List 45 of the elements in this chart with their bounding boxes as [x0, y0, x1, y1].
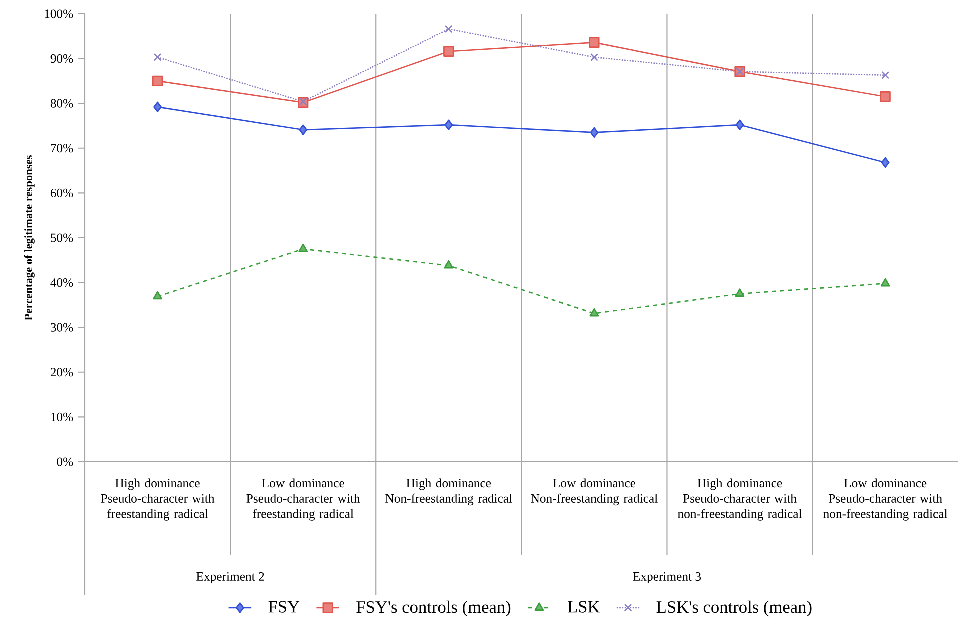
- y-tick-label: 70%: [51, 144, 74, 153]
- legend-label: LSK's controls (mean): [656, 600, 812, 617]
- point: [298, 244, 308, 252]
- point: [444, 46, 454, 57]
- point: [736, 120, 744, 130]
- point: [154, 53, 162, 62]
- text: Experiment 2: [196, 572, 264, 584]
- point: [882, 71, 890, 80]
- legend-label: LSK: [568, 601, 600, 613]
- y-tick-label: 30%: [51, 323, 74, 332]
- y-tick-label: 20%: [50, 368, 74, 377]
- point: [444, 120, 454, 130]
- point: [880, 278, 890, 287]
- y-axis-title: Percentage of legitimate responses: [24, 156, 35, 321]
- x-tick-label: Low dominance Pseudo-character with freestanding radical: [246, 478, 360, 521]
- y-tick-label: 100%: [45, 10, 74, 18]
- point: [444, 25, 453, 34]
- point: [154, 102, 162, 113]
- x-tick-label: Low dominance Non-freestanding radical: [531, 478, 658, 506]
- x-tick-label: High dominance Pseudo-character with freestanding radical: [101, 478, 215, 521]
- y-tick-label: 40%: [50, 278, 74, 288]
- text: Experiment 3: [633, 572, 702, 584]
- y-tick-label: 80%: [50, 99, 74, 108]
- y-tick-label: 10%: [52, 412, 74, 422]
- point: [881, 157, 890, 168]
- point: [589, 37, 600, 48]
- y-tick-label: 60%: [50, 188, 74, 198]
- legend-label: FSY's controls (mean): [356, 600, 511, 617]
- legend-label: FSY: [268, 601, 300, 613]
- point: [444, 260, 454, 269]
- y-tick-label: 0%: [57, 458, 74, 466]
- point: [590, 308, 600, 317]
- x-tick-label: High dominance Pseudo-character with non-freestanding radical: [678, 478, 802, 521]
- y-tick-label: 90%: [50, 54, 74, 64]
- point: [152, 76, 164, 87]
- point: [735, 288, 745, 297]
- x-tick-label: High dominance Non-freestanding radical: [386, 478, 512, 506]
- x-tick-label: Low dominance Pseudo-character with non-freestanding radical: [824, 478, 948, 521]
- y-tick-label: 50%: [51, 234, 74, 242]
- point: [590, 53, 598, 62]
- point: [153, 291, 162, 300]
- point: [299, 124, 308, 136]
- point: [299, 98, 308, 106]
- point: [880, 92, 891, 102]
- point: [590, 127, 599, 138]
